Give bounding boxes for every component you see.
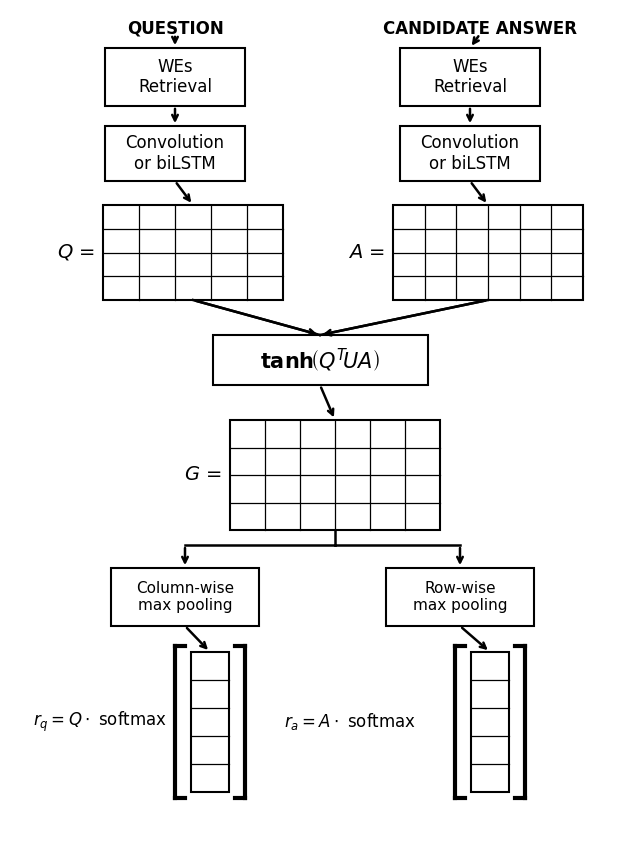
Text: $Q$ =: $Q$ =	[57, 242, 95, 262]
Text: WEs
Retrieval: WEs Retrieval	[433, 58, 507, 96]
Text: Convolution
or biLSTM: Convolution or biLSTM	[125, 134, 225, 173]
Bar	[212, 335, 428, 385]
Text: $G$ =: $G$ =	[184, 465, 222, 484]
Bar	[471, 652, 509, 792]
Text: $\mathbf{tanh}\!\left(Q^T\!UA\right)$: $\mathbf{tanh}\!\left(Q^T\!UA\right)$	[260, 346, 380, 374]
Bar	[103, 205, 283, 300]
Bar	[105, 126, 245, 181]
Bar	[105, 48, 245, 106]
Bar	[111, 568, 259, 626]
Text: Convolution
or biLSTM: Convolution or biLSTM	[420, 134, 520, 173]
Text: WEs
Retrieval: WEs Retrieval	[138, 58, 212, 96]
Text: Column-wise
max pooling: Column-wise max pooling	[136, 580, 234, 613]
Text: $r_q = Q \cdot$ softmax: $r_q = Q \cdot$ softmax	[33, 710, 167, 734]
Bar	[400, 48, 540, 106]
Text: QUESTION: QUESTION	[127, 20, 223, 38]
Bar	[386, 568, 534, 626]
Bar	[191, 652, 229, 792]
Text: $r_a = A \cdot$ softmax: $r_a = A \cdot$ softmax	[284, 712, 416, 733]
Bar	[400, 126, 540, 181]
Text: $A$ =: $A$ =	[348, 243, 385, 262]
Text: Row-wise
max pooling: Row-wise max pooling	[413, 580, 508, 613]
Bar	[230, 420, 440, 530]
Text: CANDIDATE ANSWER: CANDIDATE ANSWER	[383, 20, 577, 38]
Bar	[393, 205, 583, 300]
